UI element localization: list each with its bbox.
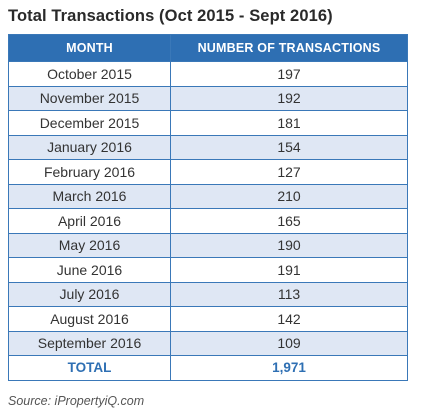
transactions-table: MONTH NUMBER OF TRANSACTIONS October 201… <box>8 34 408 381</box>
table-row: December 2015 181 <box>8 110 408 136</box>
source-note: Source: iPropertyiQ.com <box>8 394 145 408</box>
table-row: February 2016 127 <box>8 159 408 185</box>
transactions-cell: 197 <box>170 61 408 87</box>
column-header-transactions: NUMBER OF TRANSACTIONS <box>170 34 408 62</box>
table-row: September 2016 109 <box>8 330 408 356</box>
month-cell: April 2016 <box>8 208 171 234</box>
table-row: July 2016 113 <box>8 281 408 307</box>
table-body: October 2015 197 November 2015 192 December … <box>8 61 408 381</box>
month-cell: August 2016 <box>8 306 171 332</box>
month-cell: November 2015 <box>8 85 171 111</box>
total-label: TOTAL <box>8 355 171 381</box>
table-row: October 2015 197 <box>8 61 408 87</box>
month-cell: July 2016 <box>8 281 171 307</box>
table-row: April 2016 165 <box>8 208 408 234</box>
table-row: January 2016 154 <box>8 134 408 160</box>
table-header-row: MONTH NUMBER OF TRANSACTIONS <box>8 34 408 62</box>
month-cell: September 2016 <box>8 330 171 356</box>
total-row: TOTAL 1,971 <box>8 355 408 381</box>
month-cell: January 2016 <box>8 134 171 160</box>
transactions-cell: 191 <box>170 257 408 283</box>
total-value: 1,971 <box>170 355 408 381</box>
table-row: November 2015 192 <box>8 85 408 111</box>
transactions-cell: 210 <box>170 183 408 209</box>
month-cell: October 2015 <box>8 61 171 87</box>
table-row: March 2016 210 <box>8 183 408 209</box>
transactions-cell: 165 <box>170 208 408 234</box>
transactions-cell: 181 <box>170 110 408 136</box>
table-title: Total Transactions (Oct 2015 - Sept 2016… <box>8 7 333 25</box>
transactions-cell: 154 <box>170 134 408 160</box>
column-header-month: MONTH <box>8 34 171 62</box>
table-row: August 2016 142 <box>8 306 408 332</box>
month-cell: December 2015 <box>8 110 171 136</box>
transactions-cell: 113 <box>170 281 408 307</box>
table-row: May 2016 190 <box>8 232 408 258</box>
transactions-cell: 190 <box>170 232 408 258</box>
month-cell: May 2016 <box>8 232 171 258</box>
transactions-cell: 109 <box>170 330 408 356</box>
transactions-cell: 142 <box>170 306 408 332</box>
month-cell: March 2016 <box>8 183 171 209</box>
transactions-cell: 192 <box>170 85 408 111</box>
table-row: June 2016 191 <box>8 257 408 283</box>
month-cell: June 2016 <box>8 257 171 283</box>
transactions-cell: 127 <box>170 159 408 185</box>
month-cell: February 2016 <box>8 159 171 185</box>
